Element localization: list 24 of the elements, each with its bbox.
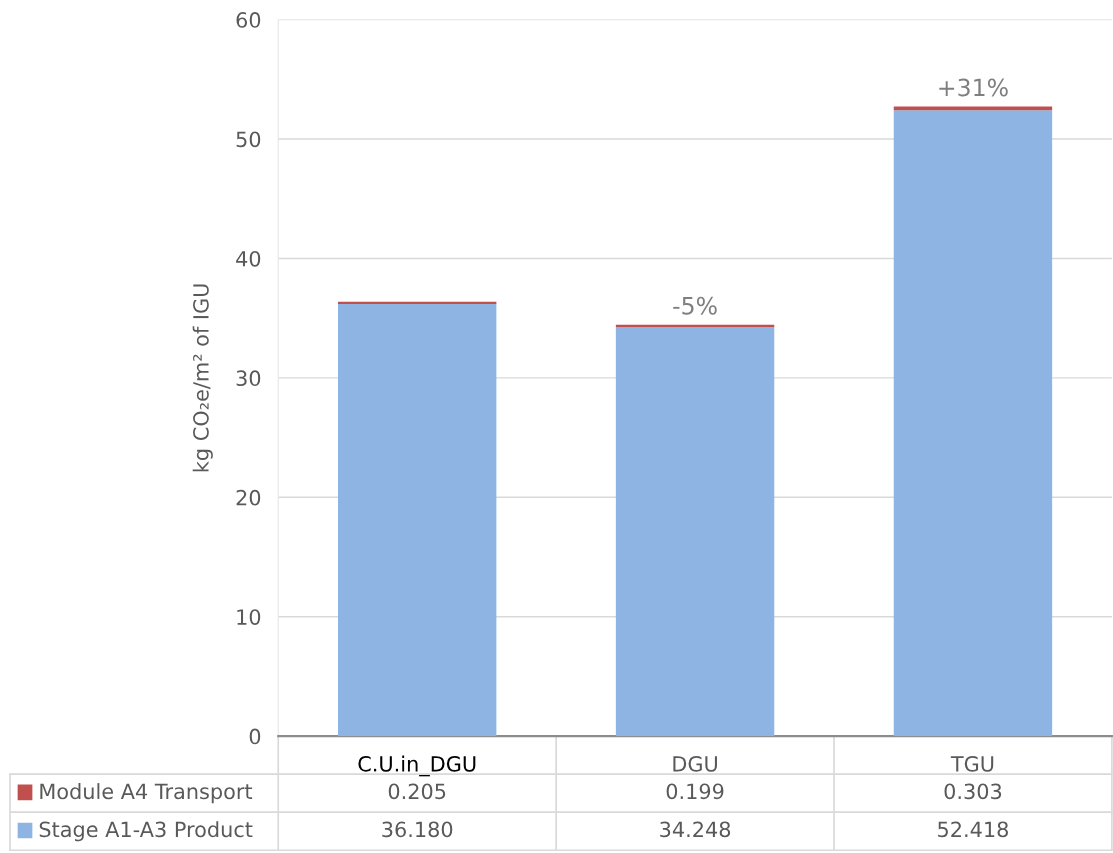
data-label: 0.303 xyxy=(944,783,1002,800)
legend-label: Stage A1-A3 Product xyxy=(39,821,253,842)
y-tick-label: 50 xyxy=(236,131,261,148)
x-tick-label: TGU xyxy=(950,755,994,772)
data-label: 34.248 xyxy=(660,821,731,838)
bar xyxy=(337,304,497,737)
x-tick-label: C.U.in_DGU xyxy=(358,755,476,777)
legend-label: Module A4 Transport xyxy=(40,783,253,804)
annotation: -5% xyxy=(673,296,717,315)
data-label: 0.205 xyxy=(388,783,446,800)
data-label: 36.180 xyxy=(382,821,453,838)
y-tick-label: 20 xyxy=(236,489,261,506)
y-tick-label: 40 xyxy=(236,250,261,267)
y-tick-label: 60 xyxy=(236,12,261,28)
y-tick-label: 30 xyxy=(236,370,261,387)
annotation: +31% xyxy=(939,78,1008,97)
y-axis-title: kg CO₂e/m² of IGU xyxy=(192,284,213,472)
bar xyxy=(893,110,1053,737)
x-tick-label: DGU xyxy=(673,755,717,772)
y-tick-label: 0 xyxy=(249,728,261,745)
bar xyxy=(615,327,775,737)
y-tick-label: 10 xyxy=(237,609,261,625)
data-label: 0.199 xyxy=(666,783,724,800)
data-label: 52.418 xyxy=(938,821,1008,838)
